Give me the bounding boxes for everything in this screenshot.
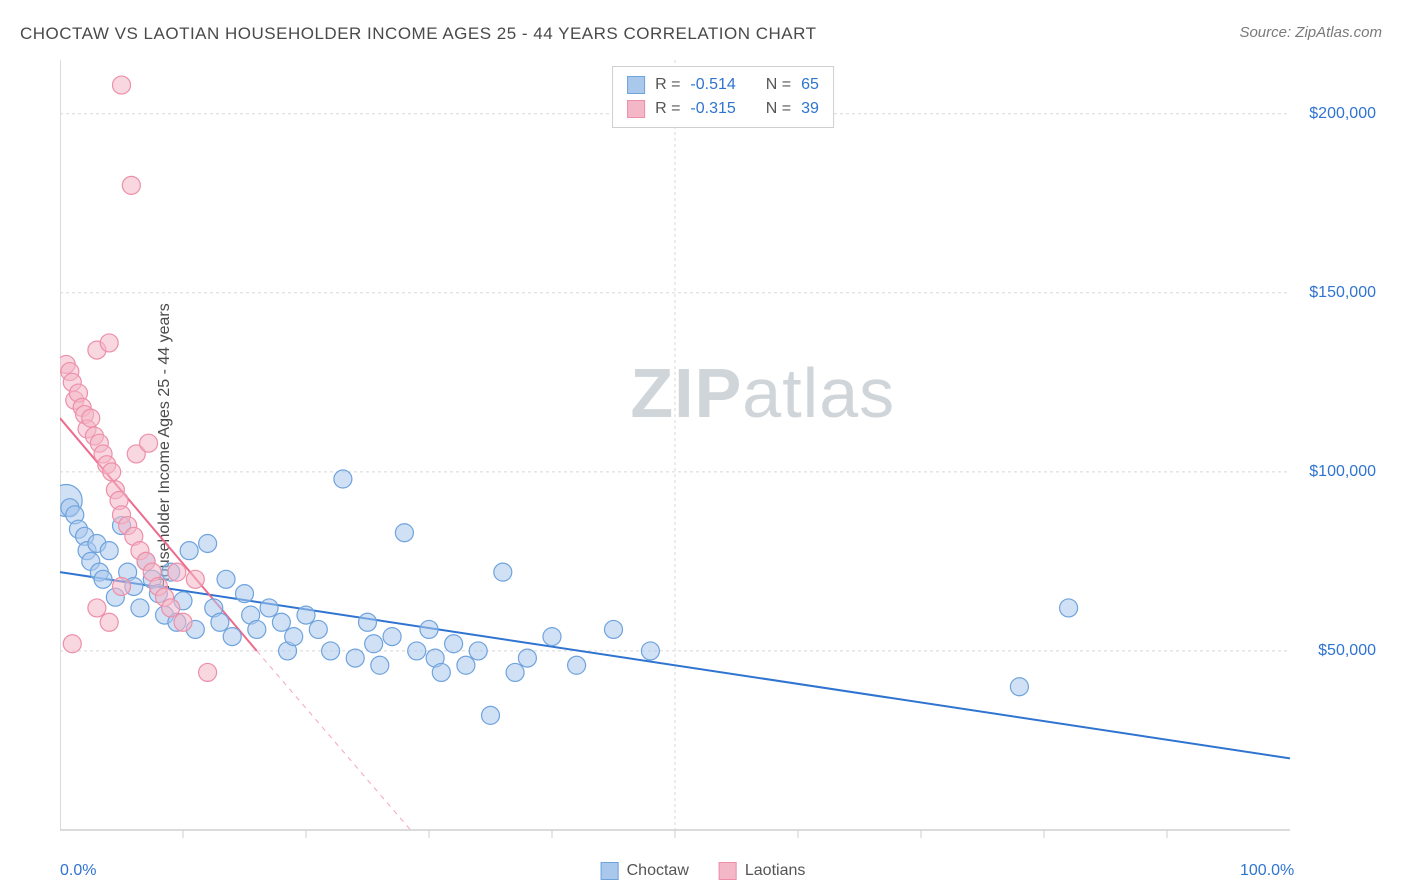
n-value-laotians: 39 [801,97,819,121]
r-value-choctaw: -0.514 [690,73,735,97]
r-label: R = [655,97,680,121]
legend-item-choctaw: Choctaw [601,862,689,880]
x-tick-label: 100.0% [1240,862,1294,880]
n-value-choctaw: 65 [801,73,819,97]
n-label: N = [766,97,791,121]
source-attribution: Source: ZipAtlas.com [1239,24,1382,41]
chart-area: ZIPatlas R = -0.514 N = 65 R = -0.315 N … [60,60,1386,852]
series-legend: Choctaw Laotians [601,862,806,880]
r-value-laotians: -0.315 [690,97,735,121]
legend-label-laotians: Laotians [745,862,806,880]
legend-row-laotians: R = -0.315 N = 39 [627,97,819,121]
legend-row-choctaw: R = -0.514 N = 65 [627,73,819,97]
swatch-laotians [627,100,645,118]
legend-label-choctaw: Choctaw [627,862,689,880]
x-tick-label: 0.0% [60,862,96,880]
swatch-choctaw [627,76,645,94]
chart-title: CHOCTAW VS LAOTIAN HOUSEHOLDER INCOME AG… [20,24,817,44]
correlation-legend: R = -0.514 N = 65 R = -0.315 N = 39 [612,66,834,128]
scatter-chart [60,60,1386,852]
n-label: N = [766,73,791,97]
swatch-choctaw [601,862,619,880]
swatch-laotians [719,862,737,880]
legend-item-laotians: Laotians [719,862,806,880]
r-label: R = [655,73,680,97]
